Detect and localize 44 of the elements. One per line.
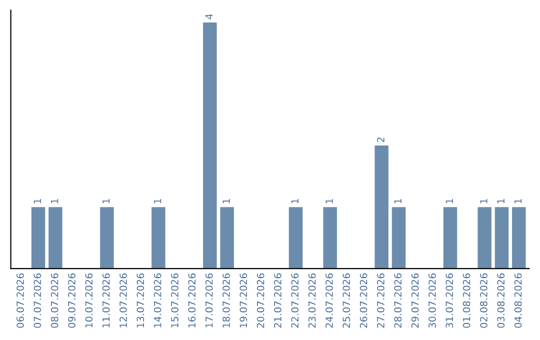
x-tick-label: 23.07.2026 [308, 273, 316, 328]
data-label: 1 [446, 199, 453, 204]
x-tick-label: 02.08.2026 [480, 273, 488, 328]
x-tick-label: 21.07.2026 [274, 273, 282, 328]
x-tick-label: 25.07.2026 [342, 273, 350, 328]
x-tick-label: 27.07.2026 [377, 273, 384, 328]
data-label: 1 [222, 199, 230, 204]
x-tick-label: 22.07.2026 [291, 273, 299, 328]
x-tick-label: 20.07.2026 [256, 273, 264, 328]
x-tick-label: 28.07.2026 [394, 273, 402, 328]
x-tick-label: 07.07.2026 [34, 273, 42, 328]
x-tick-label: 06.07.2026 [16, 273, 24, 328]
data-label: 1 [394, 199, 402, 204]
data-label: 1 [102, 199, 110, 204]
x-tick-label: 10.07.2026 [85, 273, 93, 328]
x-tick-label: 04.08.2026 [514, 273, 522, 328]
x-tick-label: 18.07.2026 [222, 273, 230, 328]
x-tick-label: 29.07.2026 [411, 273, 419, 328]
x-tick-label: 19.07.2026 [240, 273, 248, 328]
x-tick-label: 17.07.2026 [205, 273, 213, 328]
x-tick-label: 13.07.2026 [136, 273, 144, 328]
x-tick-label: 15.07.2026 [171, 273, 178, 328]
data-label: 1 [480, 199, 488, 204]
data-label: 1 [514, 199, 522, 204]
x-tick-label: 31.07.2026 [446, 273, 454, 328]
data-label: 1 [291, 199, 298, 204]
data-label: 1 [34, 199, 41, 204]
data-label: 1 [51, 199, 58, 204]
x-tick-label: 24.07.2026 [326, 273, 333, 328]
x-tick-label: 14.07.2026 [154, 273, 162, 328]
x-tick-label: 01.08.2026 [462, 273, 470, 328]
x-tick-label: 08.07.2026 [50, 273, 58, 328]
data-label: 4 [206, 14, 213, 20]
x-tick-label: 12.07.2026 [120, 273, 127, 328]
data-label: 1 [154, 199, 162, 204]
x-tick-label: 26.07.2026 [360, 273, 368, 328]
x-tick-label: 03.08.2026 [497, 273, 505, 328]
data-label: 1 [326, 199, 333, 204]
x-tick-label: 11.07.2026 [102, 273, 110, 328]
x-tick-label: 09.07.2026 [68, 273, 76, 328]
data-label: 2 [377, 138, 384, 142]
x-tick-label: 30.07.2026 [428, 273, 436, 328]
x-tick-label: 16.07.2026 [188, 273, 196, 328]
data-label: 1 [497, 199, 504, 204]
